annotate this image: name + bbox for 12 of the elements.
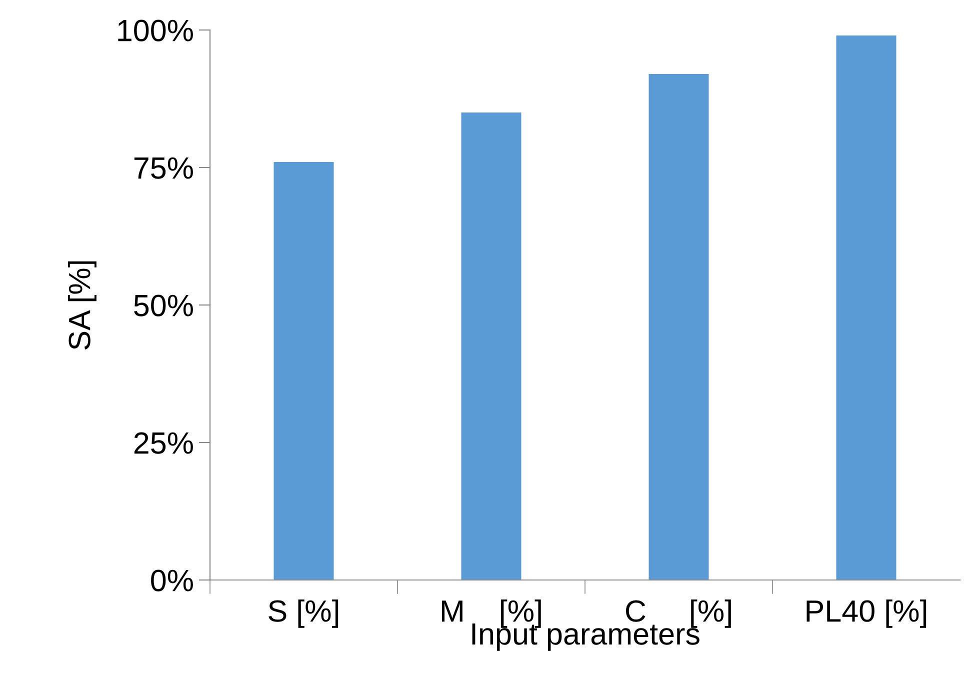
y-tick-label: 75% — [134, 157, 193, 179]
y-axis-title: SA [%] — [68, 261, 96, 350]
bar — [836, 36, 896, 580]
bar — [274, 162, 334, 580]
y-tick-label: 25% — [134, 432, 193, 454]
y-tick-label: 0% — [151, 570, 193, 592]
y-tick-label: 50% — [134, 294, 193, 316]
y-tick-label: 100% — [118, 20, 193, 42]
x-tick-label: S [%] — [268, 599, 338, 628]
x-tick-label: PL40 [%] — [806, 599, 926, 628]
bar — [461, 112, 522, 580]
bar — [648, 74, 709, 580]
